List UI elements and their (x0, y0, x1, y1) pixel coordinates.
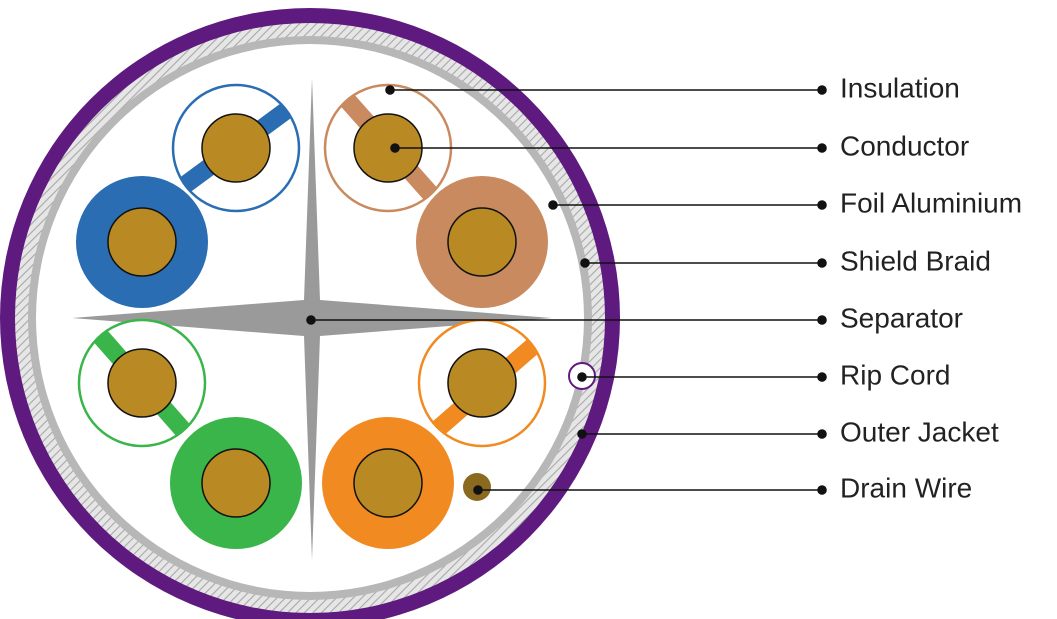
callout-labels: Insulation Conductor Foil Aluminium Shie… (840, 72, 1022, 503)
brown-conductor (447, 207, 517, 277)
leader-shield-braid (580, 258, 827, 268)
label-insulation: Insulation (840, 72, 960, 103)
label-separator: Separator (840, 302, 963, 333)
green-conductor (201, 448, 271, 518)
orange-white-conductor (447, 348, 517, 418)
leader-outer-jacket (577, 429, 827, 439)
label-outer-jacket: Outer Jacket (840, 416, 999, 447)
label-rip-cord: Rip Cord (840, 359, 950, 390)
leader-conductor (390, 143, 827, 153)
leader-rip-cord (577, 372, 827, 382)
leader-lines (306, 85, 827, 495)
label-conductor: Conductor (840, 130, 969, 161)
pair-blue (76, 83, 301, 308)
pair-orange (322, 318, 547, 549)
leader-separator (306, 315, 827, 325)
orange-conductor (353, 448, 423, 518)
pair-green (77, 318, 302, 549)
label-drain-wire: Drain Wire (840, 472, 972, 503)
blue-white-conductor (201, 113, 271, 183)
leader-drain-wire (473, 485, 827, 495)
label-foil-aluminium: Foil Aluminium (840, 187, 1022, 218)
blue-conductor (107, 207, 177, 277)
label-shield-braid: Shield Braid (840, 245, 991, 276)
green-white-conductor (107, 348, 177, 418)
leader-insulation (385, 85, 827, 95)
pair-brown (323, 83, 548, 308)
leader-foil-aluminium (548, 200, 827, 210)
